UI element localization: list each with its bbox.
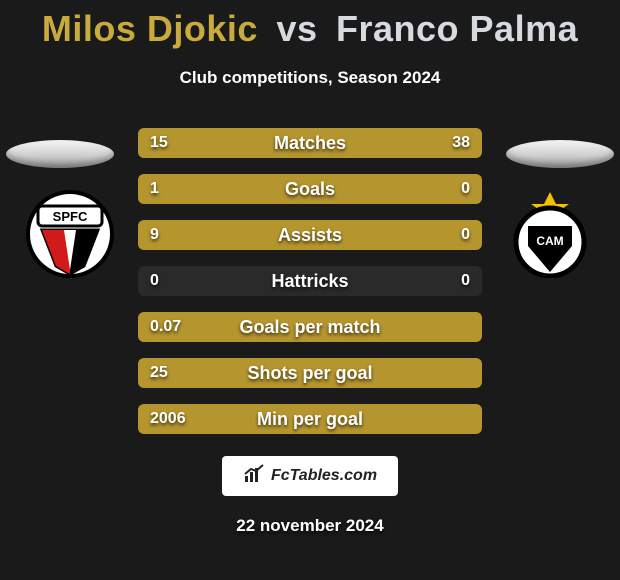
stat-label: Goals (138, 174, 482, 204)
stat-value-right (458, 404, 482, 434)
player1-name: Milos Djokic (42, 8, 258, 49)
player1-platform (6, 140, 114, 168)
page-title: Milos Djokic vs Franco Palma (0, 0, 620, 50)
stat-row: Matches15 38 (138, 128, 482, 158)
svg-text:CAM: CAM (536, 234, 563, 248)
club-crest-left: SPFC (20, 190, 120, 290)
cam-crest-icon: CAM (500, 190, 600, 278)
stat-label: Matches (138, 128, 482, 158)
stat-value-left: 0.07 (138, 312, 193, 342)
club-crest-right: CAM (500, 190, 600, 290)
stat-row: Hattricks0 0 (138, 266, 482, 296)
stat-label: Assists (138, 220, 482, 250)
stat-row: Min per goal2006 (138, 404, 482, 434)
subtitle: Club competitions, Season 2024 (0, 68, 620, 88)
stat-value-left: 1 (138, 174, 171, 204)
stat-value-right: 0 (449, 220, 482, 250)
player2-name: Franco Palma (336, 8, 578, 49)
stat-value-left: 15 (138, 128, 180, 158)
stat-row: Goals1 0 (138, 174, 482, 204)
vs-label: vs (276, 8, 317, 49)
stat-label: Shots per goal (138, 358, 482, 388)
comparison-panel: SPFC CAM Matches1538Goals10Assists90Hatt… (0, 128, 620, 434)
svg-text:SPFC: SPFC (53, 209, 88, 224)
spfc-crest-icon: SPFC (20, 190, 120, 278)
stat-label: Hattricks (138, 266, 482, 296)
footer-brand: FcTables.com (222, 456, 398, 496)
stat-value-left: 9 (138, 220, 171, 250)
stat-value-left: 25 (138, 358, 180, 388)
date-label: 22 november 2024 (0, 516, 620, 536)
stat-value-right: 0 (449, 174, 482, 204)
player2-platform (506, 140, 614, 168)
stat-value-right: 38 (440, 128, 482, 158)
chart-icon (243, 464, 267, 489)
stat-value-left: 2006 (138, 404, 198, 434)
footer-brand-text: FcTables.com (271, 467, 377, 485)
stat-value-right: 0 (449, 266, 482, 296)
stat-value-left: 0 (138, 266, 171, 296)
stat-rows: Matches1538Goals10Assists90Hattricks00Go… (138, 128, 482, 434)
stat-row: Assists9 0 (138, 220, 482, 250)
stat-value-right (458, 358, 482, 388)
stat-row: Shots per goal25 (138, 358, 482, 388)
stat-row: Goals per match0.07 (138, 312, 482, 342)
stat-value-right (458, 312, 482, 342)
